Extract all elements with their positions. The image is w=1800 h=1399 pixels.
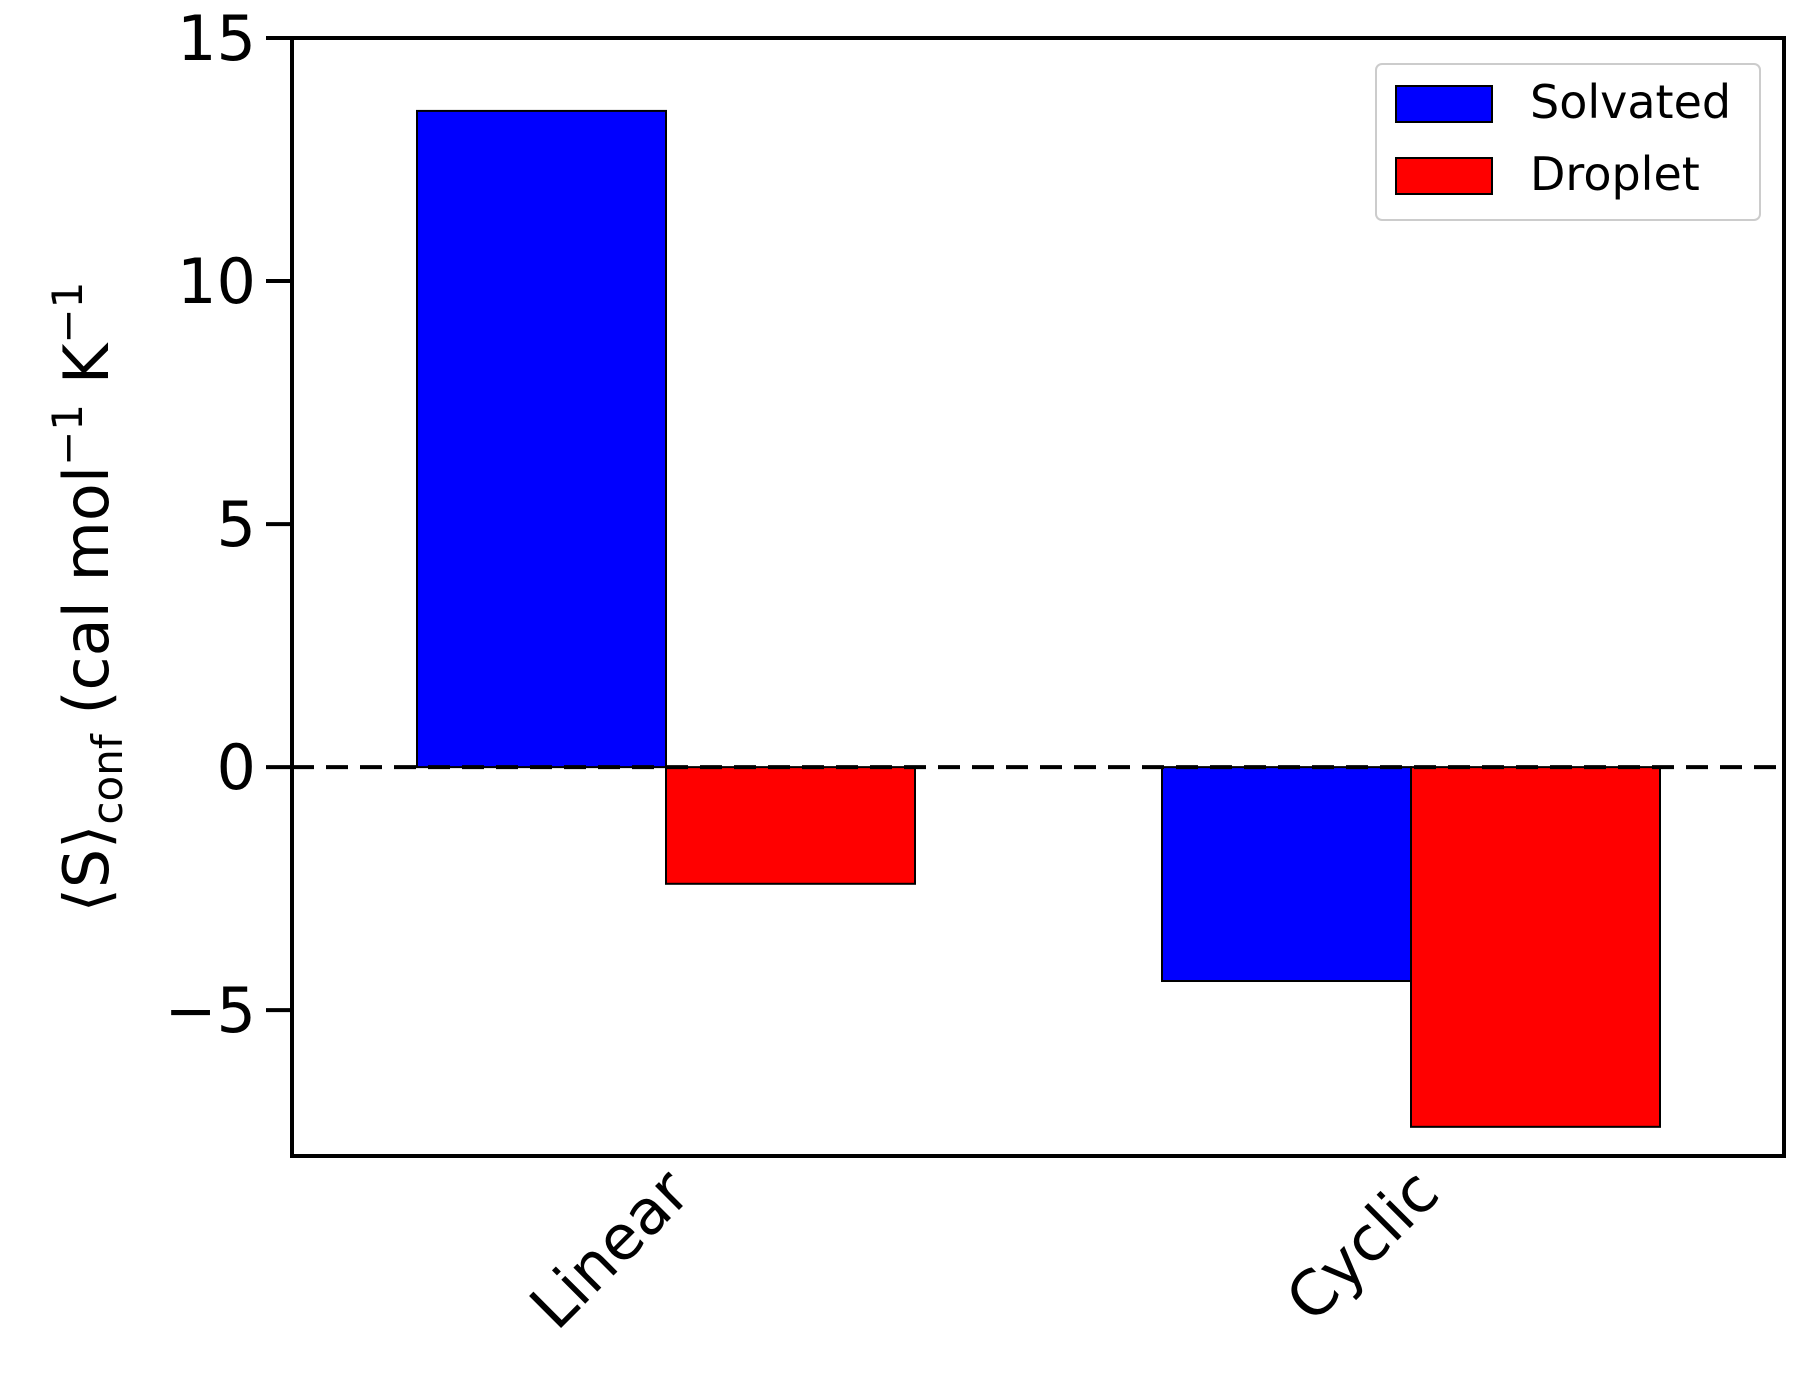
legend-swatch-droplet	[1395, 157, 1493, 195]
y-label-main: ⟨S⟩	[50, 825, 123, 913]
bar-solvated-cyclic	[1161, 766, 1412, 983]
y-label-units2: K	[50, 342, 123, 404]
legend-label-droplet: Droplet	[1530, 147, 1700, 201]
y-label-units: (cal mol	[50, 466, 123, 734]
x-axis-labels: Linear Cyclic	[516, 1155, 1453, 1343]
plot-frame	[290, 36, 1786, 1158]
y-tick-label: 15	[177, 2, 256, 75]
y-tick-label: −5	[165, 974, 256, 1047]
legend: Solvated Droplet	[1375, 63, 1761, 221]
y-label-exp1: −1	[43, 404, 92, 466]
x-category-label-linear: Linear	[516, 1155, 704, 1343]
y-tick-label: 0	[217, 731, 256, 804]
y-axis-label: ⟨S⟩conf (cal mol−1 K−1	[43, 282, 132, 913]
bar-solvated-linear	[416, 109, 667, 769]
legend-label-solvated: Solvated	[1530, 75, 1731, 129]
bar-droplet-linear	[665, 766, 916, 885]
x-category-label-cyclic: Cyclic	[1272, 1155, 1453, 1336]
y-tick-label: 10	[177, 245, 256, 318]
legend-swatch-solvated	[1395, 85, 1493, 123]
bar-droplet-cyclic	[1410, 766, 1661, 1128]
y-label-exp2: −1	[43, 282, 92, 344]
y-tick-label: 5	[217, 488, 256, 561]
bars-group	[416, 109, 1661, 1128]
y-axis-ticks: −5 0 5 10 15	[165, 2, 292, 1047]
y-label-sub: conf	[83, 733, 132, 824]
